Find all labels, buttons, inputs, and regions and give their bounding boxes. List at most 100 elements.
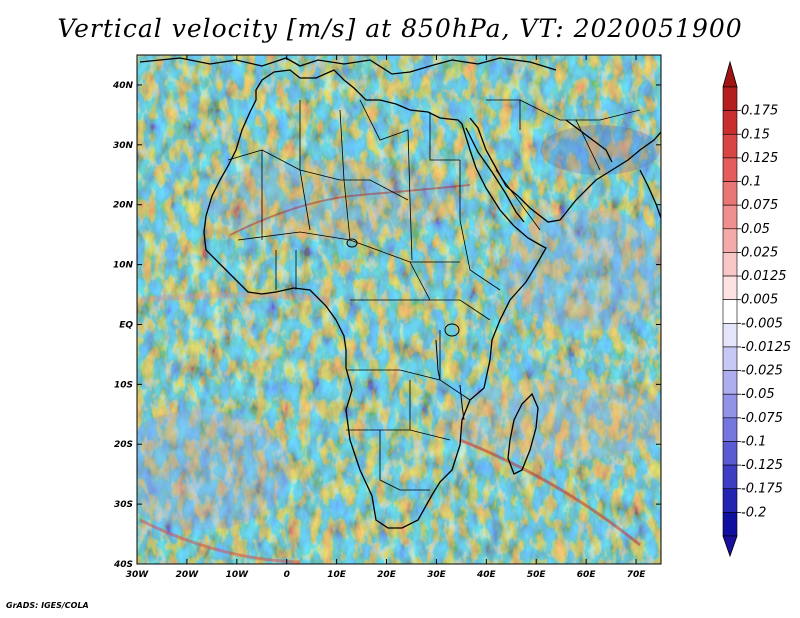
colorbar-top-arrow <box>722 60 738 88</box>
field-patch <box>200 160 460 240</box>
field-streak <box>229 184 471 236</box>
colorbar-label: 0.05 <box>741 222 770 237</box>
colorbar-swatch <box>722 157 738 182</box>
field-streak <box>139 518 301 564</box>
y-tick-label: 30N <box>113 141 134 151</box>
colorbar-swatch <box>722 252 738 277</box>
field-streak <box>139 292 331 303</box>
field-patch <box>137 410 290 530</box>
colorbar-swatch <box>722 299 738 324</box>
border <box>346 429 451 441</box>
africa-coastline <box>203 69 547 529</box>
colorbar-label: -0.05 <box>741 387 775 402</box>
y-tick-label: EQ <box>119 320 133 330</box>
footer-credit: GrADS: IGES/COLA <box>6 601 89 610</box>
border <box>359 99 409 141</box>
colorbar-label: 0.025 <box>741 245 778 260</box>
lake-chad <box>346 238 358 248</box>
colorbar-swatch <box>722 133 738 159</box>
colorbar-label: 0.15 <box>741 127 770 142</box>
map-title: Vertical velocity [m/s] at 850hPa, VT: 2… <box>57 14 743 43</box>
colorbar-label: 0.005 <box>741 293 778 308</box>
x-tick-label: 10E <box>327 570 347 580</box>
colorbar-swatch <box>722 228 738 253</box>
border <box>409 261 491 321</box>
colorbar-label: -0.005 <box>741 316 783 331</box>
colorbar-swatch <box>722 512 738 537</box>
border <box>486 99 521 130</box>
field-streak <box>459 438 641 547</box>
x-tick-label: 40E <box>476 570 497 580</box>
madagascar-coastline <box>507 392 539 475</box>
arabia-coastline <box>469 117 661 223</box>
colorbar-label: 0.125 <box>741 151 778 166</box>
x-tick-label: 70E <box>627 570 647 580</box>
border <box>339 109 351 241</box>
colorbar-label: -0.175 <box>741 482 783 497</box>
border <box>237 231 460 263</box>
x-tick-label: 20W <box>176 570 200 580</box>
field-texture <box>137 55 661 564</box>
border <box>495 169 541 231</box>
plot-frame <box>136 54 662 565</box>
colorbar-label: -0.1 <box>741 434 766 449</box>
colorbar-swatch <box>722 464 738 490</box>
colorbar-label: -0.125 <box>741 458 783 473</box>
colorbar-swatch <box>722 323 738 348</box>
x-tick-label: 0 <box>284 570 290 580</box>
lake-tanganyika <box>435 339 441 381</box>
country-borders <box>227 99 641 491</box>
colorbar-label: 0.075 <box>741 198 778 213</box>
border <box>429 112 460 161</box>
y-axis: 40N 30N 20N 10N EQ 10S 20S 30S 40S <box>112 81 661 570</box>
colorbar-swatch <box>722 370 738 395</box>
y-tick-label: 20S <box>114 440 133 450</box>
colorbar-bottom-arrow <box>722 535 738 558</box>
border <box>379 430 430 491</box>
colorbar-swatch <box>722 417 738 442</box>
persian-gulf-coastline <box>565 119 613 163</box>
colorbar-swatch <box>722 393 738 419</box>
lake-victoria <box>444 323 460 337</box>
x-tick-label: 60E <box>577 570 597 580</box>
lakes <box>346 238 465 421</box>
x-tick-label: 30E <box>427 570 447 580</box>
y-tick-label: 10S <box>114 380 133 390</box>
border <box>519 99 641 121</box>
lake-malawi <box>459 384 465 421</box>
y-tick-label: 40S <box>113 560 133 570</box>
colorbar-label: 0.1 <box>741 175 762 190</box>
colorbar: 0.175 0.15 0.125 0.1 0.075 0.05 0.025 0.0125 0.0… <box>722 60 791 558</box>
field-patch <box>500 210 661 330</box>
border <box>346 369 471 401</box>
x-tick-label: 50E <box>527 570 547 580</box>
border <box>575 119 601 171</box>
colorbar-label: -0.075 <box>741 411 783 426</box>
colorbar-swatch <box>722 204 738 230</box>
red-sea-coastline <box>465 127 525 223</box>
colorbar-swatch <box>722 346 738 371</box>
x-tick-label: 30W <box>126 570 150 580</box>
coastlines <box>139 57 661 529</box>
india-coastline <box>639 169 661 219</box>
colorbar-swatch <box>722 441 738 466</box>
border <box>407 129 413 261</box>
y-tick-label: 10N <box>113 261 134 271</box>
border <box>299 100 311 231</box>
europe-coastline <box>139 57 557 75</box>
y-tick-label: 40N <box>112 81 134 91</box>
x-axis: 30W 20W 10W 0 10E 20E 30E 40E 50E 60E 70E <box>126 55 646 580</box>
colorbar-swatch <box>722 275 738 300</box>
border <box>261 149 409 201</box>
y-tick-label: 30S <box>114 500 133 510</box>
x-tick-label: 10W <box>226 570 250 580</box>
colorbar-label: -0.2 <box>741 505 766 520</box>
field-plot <box>137 55 661 564</box>
colorbar-label: 0.175 <box>741 104 778 119</box>
colorbar-swatch <box>722 181 738 206</box>
colorbar-swatch <box>722 86 738 111</box>
colorbar-swatch <box>722 110 738 135</box>
colorbar-swatch <box>722 488 738 513</box>
x-tick-label: 20E <box>377 570 397 580</box>
